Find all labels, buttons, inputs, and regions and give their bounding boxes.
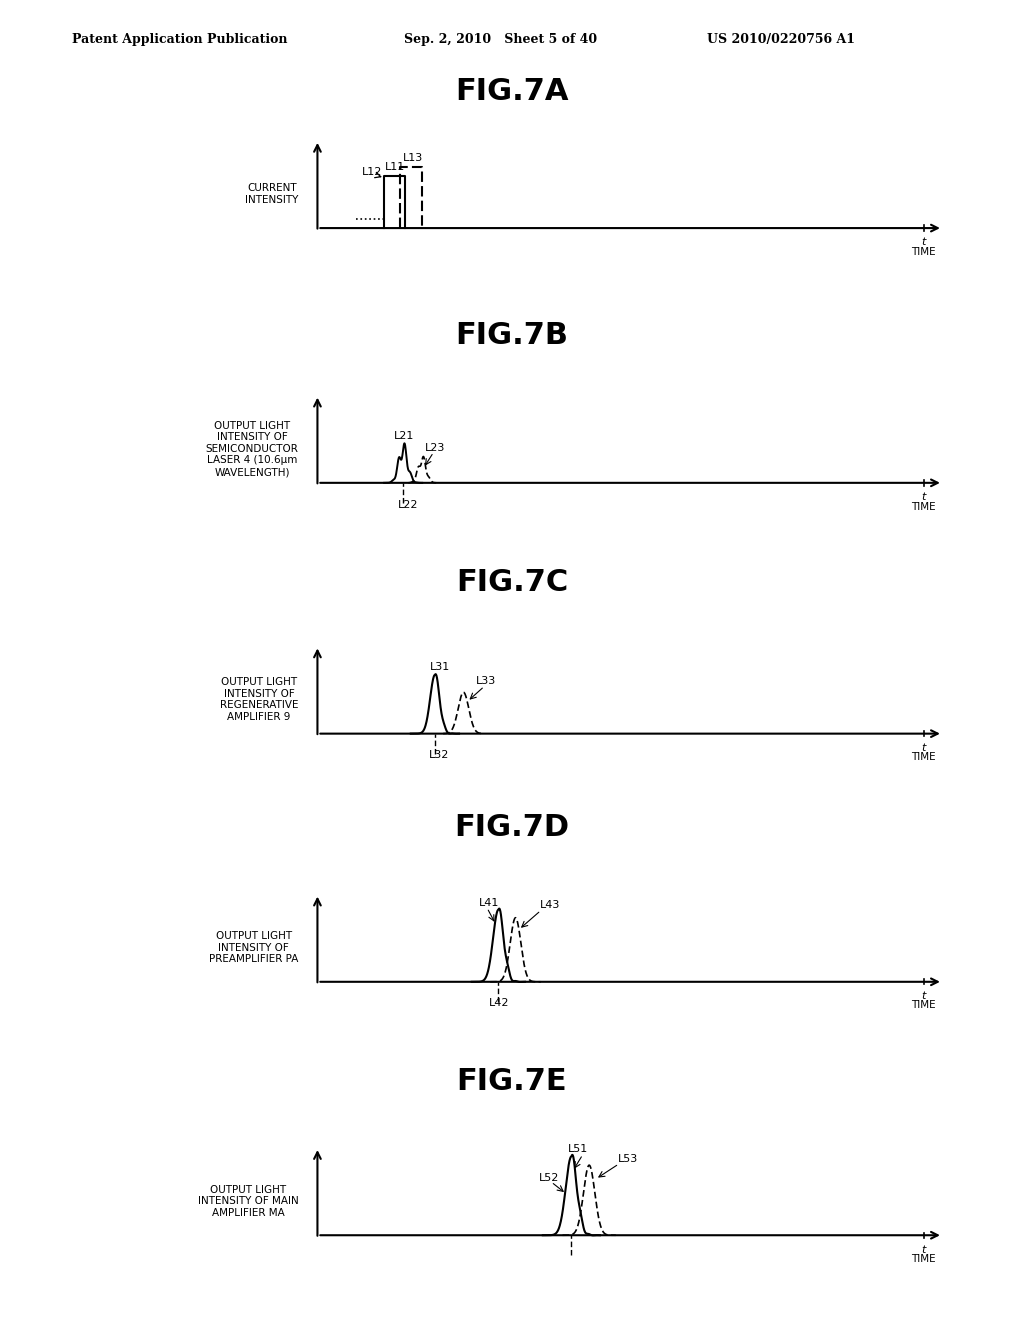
Text: L21: L21 [393,432,414,441]
Text: OUTPUT LIGHT
INTENSITY OF
REGENERATIVE
AMPLIFIER 9: OUTPUT LIGHT INTENSITY OF REGENERATIVE A… [220,677,298,722]
Text: FIG.7D: FIG.7D [455,813,569,842]
Text: TIME: TIME [911,1001,936,1011]
Text: L51: L51 [568,1144,589,1155]
Text: Patent Application Publication: Patent Application Publication [72,33,287,46]
Text: L23: L23 [425,442,445,453]
Text: t: t [922,492,926,502]
Text: US 2010/0220756 A1: US 2010/0220756 A1 [707,33,855,46]
Text: TIME: TIME [911,247,936,257]
Text: L53: L53 [617,1154,638,1164]
Text: TIME: TIME [911,752,936,763]
Text: L33: L33 [476,676,497,686]
Text: FIG.7A: FIG.7A [456,77,568,106]
Text: t: t [922,1245,926,1254]
Text: OUTPUT LIGHT
INTENSITY OF MAIN
AMPLIFIER MA: OUTPUT LIGHT INTENSITY OF MAIN AMPLIFIER… [198,1184,298,1218]
Text: L43: L43 [540,900,560,911]
Text: CURRENT
INTENSITY: CURRENT INTENSITY [245,183,298,205]
Text: L11: L11 [385,162,406,172]
Text: L22: L22 [398,499,419,510]
Text: TIME: TIME [911,1254,936,1265]
Text: L31: L31 [430,661,451,672]
Text: t: t [922,743,926,752]
Text: L42: L42 [488,998,509,1008]
Text: TIME: TIME [911,502,936,512]
Text: OUTPUT LIGHT
INTENSITY OF
SEMICONDUCTOR
LASER 4 (10.6μm
WAVELENGTH): OUTPUT LIGHT INTENSITY OF SEMICONDUCTOR … [206,421,298,477]
Text: L12: L12 [361,168,382,177]
Text: t: t [922,991,926,1001]
Text: FIG.7E: FIG.7E [457,1067,567,1096]
Text: L13: L13 [403,153,423,162]
Text: FIG.7C: FIG.7C [456,568,568,597]
Text: FIG.7B: FIG.7B [456,321,568,350]
Text: L41: L41 [479,898,500,908]
Text: L52: L52 [539,1172,559,1183]
Text: OUTPUT LIGHT
INTENSITY OF
PREAMPLIFIER PA: OUTPUT LIGHT INTENSITY OF PREAMPLIFIER P… [209,931,298,965]
Text: t: t [922,238,926,247]
Text: L32: L32 [428,750,449,760]
Text: Sep. 2, 2010   Sheet 5 of 40: Sep. 2, 2010 Sheet 5 of 40 [404,33,598,46]
